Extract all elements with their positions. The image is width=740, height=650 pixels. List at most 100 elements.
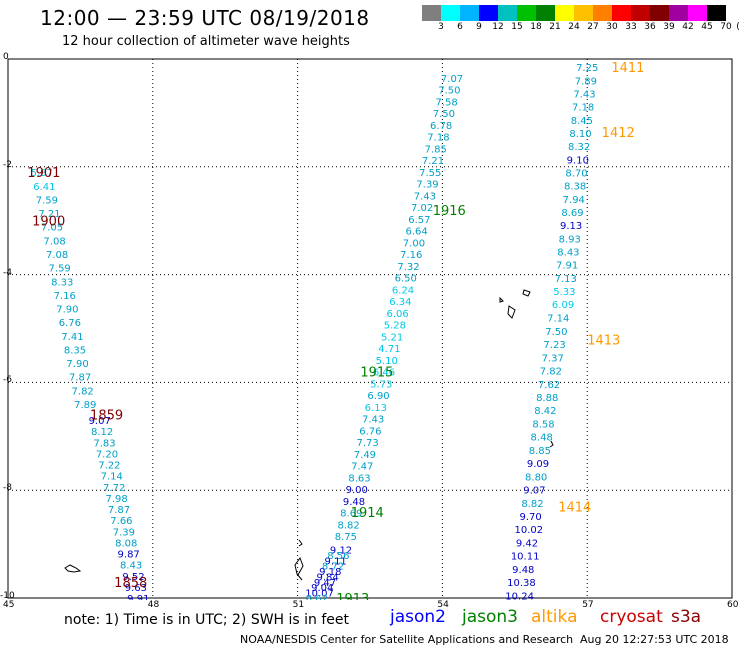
wave-height-value: 8.45 <box>571 116 593 127</box>
map-frame <box>7 58 733 599</box>
wave-height-value: 9.00 <box>346 485 368 496</box>
wave-height-value: 7.14 <box>547 314 569 325</box>
color-scale-label: 21 <box>549 22 561 32</box>
wave-height-value: 9.91 <box>127 594 149 600</box>
wave-height-value: 7.87 <box>69 373 91 384</box>
lon-tick-label: 51 <box>292 600 305 610</box>
wave-height-value: 9.48 <box>512 565 534 576</box>
wave-height-value: 8.38 <box>564 182 586 193</box>
wave-height-value: 9.10 <box>567 155 589 166</box>
wave-height-value: 7.50 <box>438 86 460 97</box>
wave-height-value: 9.09 <box>527 459 549 470</box>
wave-height-value: 7.05 <box>41 223 63 234</box>
wave-height-value: 7.50 <box>433 109 455 120</box>
color-swatch <box>593 5 612 21</box>
wave-height-value: 9.04 <box>311 583 333 594</box>
wave-height-value: 8.93 <box>559 234 581 245</box>
wave-height-value: 8.32 <box>568 142 590 153</box>
island-coastlines <box>64 289 554 581</box>
pass-time-label: 1901 <box>27 166 60 181</box>
wave-height-value: 10.07 <box>305 589 334 600</box>
wave-height-map[interactable]: 5.87 6.41 7.59 7.21 7.05 7.08 7.08 7.59 8.33 7.16… <box>0 0 740 600</box>
wave-height-value: 7.22 <box>98 461 120 472</box>
wave-height-value: 7.82 <box>72 386 94 397</box>
color-scale-label: 18 <box>530 22 542 32</box>
pass-labels: 1900 1901 1859 1858 1916 1915 1914 1913 1411 1412… <box>27 61 644 600</box>
wave-height-value: 6.41 <box>33 182 55 193</box>
wave-height-value: 8.85 <box>529 446 551 457</box>
wave-height-value: 7.87 <box>108 505 130 516</box>
wave-height-value: 7.59 <box>36 195 58 206</box>
color-scale-label: 70 <box>720 22 732 32</box>
wave-height-value: 6.24 <box>392 285 414 296</box>
wave-height-value: 7.66 <box>110 516 132 527</box>
wave-height-value: 5.33 <box>553 287 575 298</box>
wave-height-value: 8.08 <box>115 538 137 549</box>
wave-height-value: 7.41 <box>61 332 83 343</box>
pass-time-label: 1915 <box>360 366 393 381</box>
wave-height-value: 6.34 <box>389 297 411 308</box>
wave-height-value: 7.16 <box>400 250 422 261</box>
color-scale-label: (ft) <box>736 22 740 32</box>
wave-height-value: 5.87 <box>31 168 53 179</box>
color-scale-label: 45 <box>701 22 713 32</box>
track-values: 5.87 6.41 7.59 7.21 7.05 7.08 7.08 7.59 8.33 7.16… <box>31 63 599 600</box>
color-swatch <box>574 5 593 21</box>
wave-height-value: 8.43 <box>557 248 579 259</box>
wave-height-value: 8.42 <box>534 406 556 417</box>
color-scale-label: 15 <box>511 22 523 32</box>
wave-height-value: 9.47 <box>314 578 336 589</box>
wave-height-value: 7.43 <box>414 191 436 202</box>
wave-height-value: 10.38 <box>507 578 536 589</box>
wave-height-value: 8.62 <box>306 594 328 600</box>
pass-time-label: 1913 <box>336 592 369 600</box>
lon-tick-label: 54 <box>437 600 449 610</box>
lat-tick-label: 0 <box>3 52 9 62</box>
wave-height-value: 7.21 <box>422 156 444 167</box>
wave-height-value: 9.42 <box>516 538 538 549</box>
color-swatch <box>441 5 460 21</box>
pass-time-label: 1412 <box>602 126 635 141</box>
island-outline <box>549 440 554 448</box>
wave-height-value: 7.16 <box>54 291 76 302</box>
pass-time-label: 1413 <box>587 333 620 348</box>
pass-time-label: 1916 <box>433 204 466 219</box>
wave-height-value: 9.70 <box>520 512 542 523</box>
lon-tick-label: 60 <box>727 600 739 610</box>
wave-height-value: 7.50 <box>545 327 567 338</box>
color-scale-label: 9 <box>476 22 482 32</box>
wave-height-value: 6.90 <box>367 391 389 402</box>
wave-height-value: 7.82 <box>540 367 562 378</box>
wave-height-value: 7.14 <box>101 472 123 483</box>
wave-height-value: 5.28 <box>384 321 406 332</box>
color-swatch <box>479 5 498 21</box>
island-outline <box>294 556 304 581</box>
lat-tick-label: -2 <box>3 159 12 170</box>
wave-height-value: 7.23 <box>543 340 565 351</box>
wave-height-value: 8.70 <box>565 168 587 179</box>
lon-tick-label: 48 <box>147 600 160 610</box>
color-swatch <box>498 5 517 21</box>
wave-height-value: 7.39 <box>416 180 438 191</box>
color-scale-label: 36 <box>644 22 656 32</box>
wave-height-value: 9.07 <box>523 486 545 497</box>
wave-height-value: 4.71 <box>378 344 400 355</box>
color-scale-bar <box>422 5 726 21</box>
wave-height-value: 6.57 <box>408 215 430 226</box>
color-swatch <box>422 5 441 21</box>
wave-height-value: 8.72 <box>322 562 344 573</box>
wave-height-value: 9.52 <box>122 572 144 583</box>
wave-height-value: 9.13 <box>560 221 582 232</box>
wave-height-value: 7.37 <box>542 353 564 364</box>
color-scale-label: 33 <box>625 22 637 32</box>
wave-height-value: 6.46 <box>373 368 395 379</box>
wave-height-value: 7.25 <box>576 63 598 74</box>
lat-tick-label: -4 <box>3 267 12 278</box>
legend-item-s3a: s3a <box>671 607 702 627</box>
wave-height-value: 7.94 <box>563 195 585 206</box>
wave-height-value: 6.50 <box>395 274 417 285</box>
wave-height-value: 8.69 <box>340 509 362 520</box>
wave-height-value: 5.10 <box>376 356 398 367</box>
wave-height-value: 7.08 <box>46 250 68 261</box>
wave-height-value: 10.24 <box>505 591 534 600</box>
